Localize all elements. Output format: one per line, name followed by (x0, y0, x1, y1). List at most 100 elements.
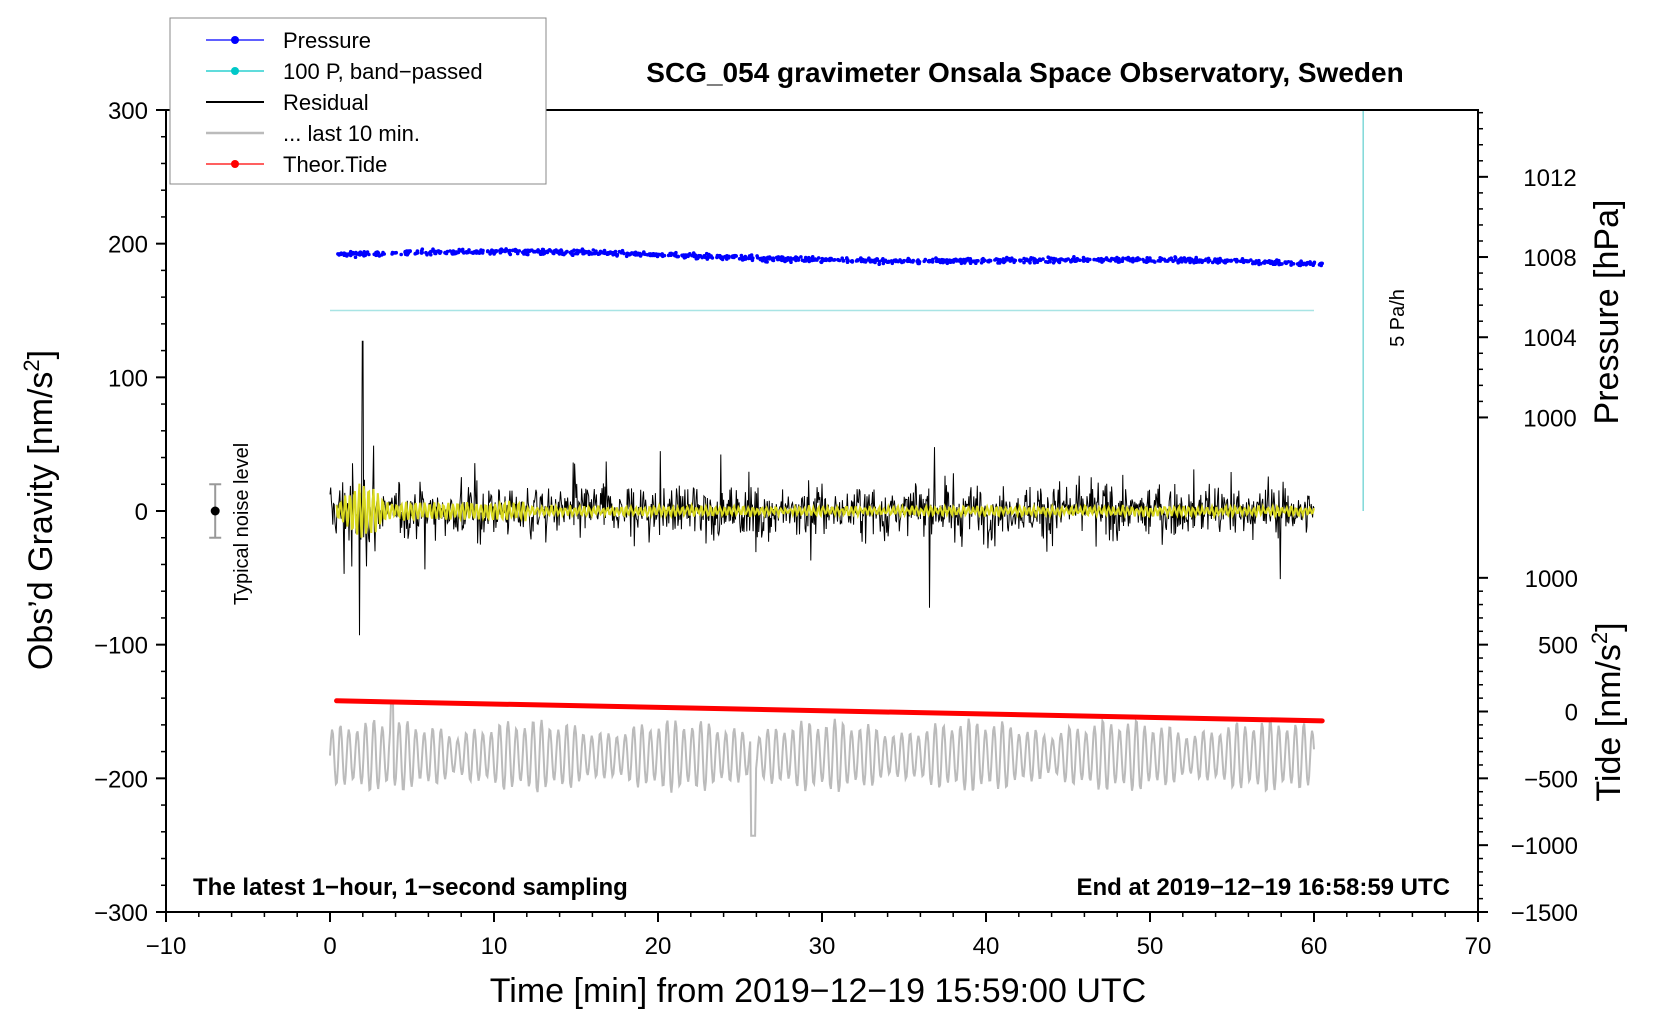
pressure-point (899, 259, 903, 264)
y-axis-title-pressure: Pressure [hPa] (1588, 200, 1626, 425)
pressure-point (503, 249, 507, 254)
pressure-point (1270, 261, 1274, 265)
pressure-point (552, 251, 556, 256)
pressure-point (638, 254, 643, 258)
y-tick-label: −100 (94, 633, 148, 660)
pressure-point (796, 258, 801, 262)
pressure-point (957, 259, 962, 263)
tide-tick-label: 1000 (1525, 566, 1578, 593)
pressure-point (750, 258, 755, 263)
pressure-point (846, 258, 850, 262)
pressure-point (549, 249, 553, 253)
pressure-point (536, 248, 540, 252)
pressure-point (1183, 259, 1188, 264)
pressure-point (1052, 256, 1056, 261)
pressure-point (945, 258, 949, 262)
y-tick-label: 0 (135, 499, 148, 526)
pressure-point (424, 250, 428, 255)
pressure-point (981, 259, 986, 264)
pressure-point (1308, 262, 1313, 266)
pressure-tick-label: 1000 (1523, 405, 1576, 432)
legend-theor-tide-label: Theor.Tide (283, 152, 387, 177)
pressure-point (832, 258, 837, 262)
pressure-point (545, 250, 549, 254)
y-axis-title-left-end: ] (22, 350, 60, 359)
pressure-point (1166, 259, 1170, 263)
pressure-point (443, 251, 447, 255)
footer-left-label: The latest 1−hour, 1−second sampling (193, 874, 628, 901)
pressure-point (710, 256, 715, 260)
legend-pressure-marker (231, 36, 239, 44)
pressure-point (865, 258, 870, 262)
pressure-point (485, 249, 490, 254)
pressure-point (1203, 258, 1207, 263)
pressure-point (669, 253, 673, 257)
pressure-point (1001, 258, 1005, 263)
tide-tick-label: 500 (1538, 633, 1578, 660)
y-tick-label: 200 (108, 232, 148, 259)
pressure-point (1199, 259, 1203, 264)
pressure-point (746, 256, 751, 261)
pressure-point (1152, 259, 1156, 264)
pressure-point (406, 251, 411, 255)
tide-tick-label: −1000 (1511, 833, 1578, 860)
legend-pressure-label: Pressure (283, 28, 371, 53)
pressure-point (987, 259, 991, 264)
x-tick-label: −10 (146, 933, 187, 960)
pressure-point (1099, 256, 1104, 261)
pressure-point (1148, 257, 1152, 262)
y-axis-title-tide-end: ] (1590, 622, 1628, 631)
pressure-point (420, 250, 425, 255)
pressure-point (822, 257, 826, 262)
pressure-point (381, 250, 385, 255)
legend-item-residual: Residual (206, 90, 369, 115)
pressure-point (877, 262, 881, 267)
pressure-point (1318, 261, 1323, 266)
x-tick-label: 30 (809, 933, 836, 960)
y-axis-title-tide-text: Tide [nm/s (1590, 644, 1628, 801)
pressure-point (1005, 255, 1009, 260)
legend-band-passed-label: 100 P, band−passed (283, 59, 483, 84)
pressure-point (591, 248, 596, 252)
pressure-point (828, 256, 832, 261)
pressure-point (893, 259, 897, 263)
pressure-point (996, 261, 1000, 265)
pressure-point (358, 253, 362, 257)
pressure-point (580, 247, 585, 251)
pressure-point (1227, 258, 1231, 263)
legend-residual-label: Residual (283, 90, 369, 115)
pressure-point (905, 258, 909, 263)
pressure-point (1116, 260, 1121, 264)
pressure-point (390, 250, 395, 255)
pressure-point (654, 252, 658, 256)
pressure-point (1049, 256, 1054, 261)
pressure-point (557, 249, 561, 253)
pressure-point (962, 259, 967, 264)
pressure-point (1008, 259, 1013, 263)
pressure-point (771, 258, 776, 263)
pressure-point (1277, 261, 1281, 266)
pressure-point (433, 251, 437, 256)
y-axis-title-left-sup: 2 (19, 359, 44, 371)
y-axis-title-tide-sup: 2 (1587, 632, 1612, 644)
pressure-point (726, 255, 731, 260)
pressure-point (811, 257, 816, 262)
pressure-point (774, 255, 779, 260)
pressure-point (1058, 258, 1063, 262)
ticks-layer: −10 0 10 20 30 40 50 60 70−300−200−1000100200300… (94, 98, 1578, 960)
pressure-point (1169, 257, 1174, 262)
pressure-point (605, 252, 610, 256)
legend-item-theor-tide: Theor.Tide (206, 152, 387, 177)
pressure-point (966, 256, 970, 261)
pressure-point (803, 255, 808, 260)
pressure-point (819, 260, 824, 265)
legend-item-band-passed: 100 P, band−passed (206, 59, 483, 84)
pressure-point (351, 250, 355, 255)
pressure-point (1047, 259, 1051, 264)
pressure-point (1257, 262, 1261, 267)
pressure-point (934, 256, 938, 260)
pressure-point (448, 249, 452, 253)
pressure-point (621, 250, 625, 255)
pressure-point (1158, 257, 1163, 262)
x-tick-label: 20 (645, 933, 672, 960)
